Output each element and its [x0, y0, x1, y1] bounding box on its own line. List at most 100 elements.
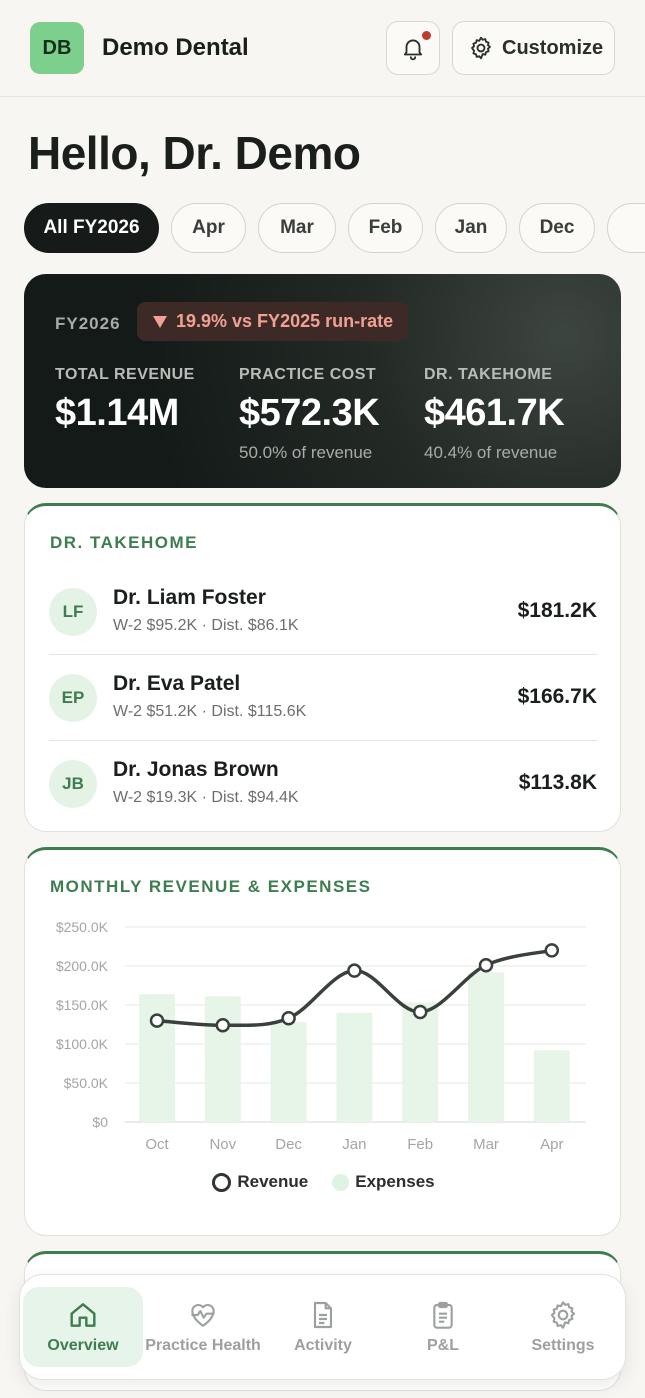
filter-chip-all-fy2026[interactable]: All FY2026 [24, 203, 159, 253]
revenue-point [281, 1011, 296, 1026]
avatar: JB [49, 760, 97, 808]
fiscal-year-label: FY2026 [55, 314, 121, 333]
nav-label: Settings [531, 1337, 595, 1354]
x-tick-label: Apr [540, 1136, 563, 1153]
card-title: MONTHLY REVENUE & EXPENSES [50, 877, 372, 896]
nav-item-overview[interactable]: Overview [23, 1287, 143, 1367]
x-tick-label: Feb [407, 1136, 433, 1153]
card-title: DR. TAKEHOME [50, 533, 199, 552]
expense-bar [533, 1050, 570, 1122]
page-title: Hello, Dr. Demo [28, 127, 361, 179]
doctor-row[interactable]: LF Dr. Liam Foster W-2 $95.2K · Dist. $8… [49, 569, 597, 655]
customize-button[interactable]: Customize [452, 21, 615, 75]
monthly-chart-card: MONTHLY REVENUE & EXPENSES $0 $50.0K $100.… [24, 847, 621, 1236]
doctor-row[interactable]: EP Dr. Eva Patel W-2 $51.2K · Dist. $115… [49, 655, 597, 741]
logo-initials: DB [42, 36, 72, 59]
revenue-point [478, 957, 494, 973]
period-filter-bar: All FY2026 Apr Mar Feb Jan Dec [24, 203, 645, 254]
doctor-row[interactable]: JB Dr. Jonas Brown W-2 $19.3K · Dist. $9… [49, 741, 597, 827]
legend-swatch-revenue [212, 1172, 232, 1192]
filter-chip-mar[interactable]: Mar [258, 203, 336, 253]
revenue-point [347, 963, 362, 978]
expense-bar [204, 996, 241, 1122]
metric-value: $461.7K [424, 392, 565, 434]
x-tick-label: Oct [145, 1136, 169, 1153]
legend-item-revenue[interactable]: Revenue [212, 1172, 308, 1192]
y-tick-label: $0 [92, 1114, 108, 1130]
expense-bar [402, 1002, 439, 1122]
expense-bar [139, 994, 175, 1122]
y-tick-label: $50.0K [64, 1075, 109, 1091]
doctor-takehome-amount: $166.7K [517, 685, 597, 708]
filter-chip-dec[interactable]: Dec [519, 203, 595, 253]
filter-chip-apr[interactable]: Apr [171, 203, 246, 253]
notifications-button[interactable] [386, 21, 440, 75]
triangle-down-icon [153, 315, 167, 328]
nav-label: P&L [427, 1337, 459, 1354]
doctor-name: Dr. Jonas Brown [113, 758, 279, 781]
avatar: LF [49, 588, 97, 636]
nav-item-practice-health[interactable]: Practice Health [143, 1287, 263, 1367]
metric-subtext: 40.4% of revenue [424, 443, 558, 462]
fy-summary-card: FY2026 19.9% vs FY2025 run-rate TOTAL RE… [24, 274, 621, 488]
filter-chip-jan[interactable]: Jan [435, 203, 507, 253]
y-tick-label: $200.0K [56, 958, 109, 974]
metric-label: PRACTICE COST [239, 366, 377, 383]
notification-dot [422, 31, 431, 40]
home-icon [70, 1303, 96, 1327]
heart-pulse-icon [191, 1303, 215, 1327]
metric-label: DR. TAKEHOME [424, 366, 553, 383]
chart-legend: Revenue Expenses [25, 1172, 622, 1192]
metric-value: $1.14M [55, 392, 179, 434]
nav-label: Practice Health [145, 1337, 261, 1354]
doctor-name: Dr. Eva Patel [113, 672, 241, 695]
legend-swatch-expenses [332, 1173, 350, 1191]
expense-bar [468, 972, 504, 1122]
expense-bar [336, 1012, 373, 1122]
yoy-delta-badge: 19.9% vs FY2025 run-rate [137, 302, 408, 341]
doctor-pay-breakdown: W-2 $95.2K · Dist. $86.1K [113, 617, 299, 634]
y-tick-label: $100.0K [56, 1036, 109, 1052]
y-tick-label: $150.0K [56, 997, 109, 1013]
app-header: DB Demo Dental Customize [0, 0, 645, 97]
revenue-point [215, 1018, 231, 1033]
filter-chip-feb[interactable]: Feb [348, 203, 423, 253]
nav-item-pl[interactable]: P&L [383, 1287, 503, 1367]
avatar: EP [49, 674, 97, 722]
practice-logo[interactable]: DB [30, 22, 84, 74]
metric-practice-cost: PRACTICE COST $572.3K 50.0% of revenue [239, 366, 380, 463]
nav-label: Activity [294, 1337, 352, 1354]
metric-subtext: 50.0% of revenue [239, 443, 373, 462]
doctor-takehome-amount: $181.2K [517, 599, 597, 622]
y-tick-label: $250.0K [56, 919, 109, 935]
legend-label: Revenue [237, 1172, 309, 1191]
doctor-pay-breakdown: W-2 $51.2K · Dist. $115.6K [113, 703, 307, 720]
customize-label: Customize [502, 36, 604, 59]
document-icon [313, 1301, 333, 1329]
metric-label: TOTAL REVENUE [55, 366, 195, 383]
x-tick-label: Nov [209, 1136, 236, 1153]
legend-label: Expenses [355, 1172, 435, 1191]
doctor-pay-breakdown: W-2 $19.3K · Dist. $94.4K [113, 789, 299, 806]
doctor-takehome-amount: $113.8K [518, 771, 597, 794]
metric-dr-takehome: DR. TAKEHOME $461.7K 40.4% of revenue [424, 366, 565, 463]
revenue-point [149, 1013, 165, 1028]
practice-name[interactable]: Demo Dental [102, 34, 249, 61]
x-tick-label: Mar [473, 1136, 499, 1153]
doctor-name: Dr. Liam Foster [113, 586, 266, 609]
filter-chip-more[interactable] [607, 203, 645, 253]
legend-item-expenses[interactable]: Expenses [332, 1172, 435, 1192]
metric-total-revenue: TOTAL REVENUE $1.14M [55, 366, 195, 435]
takehome-card: DR. TAKEHOME LF Dr. Liam Foster W-2 $95.… [24, 503, 621, 832]
revenue-point [412, 1004, 428, 1020]
revenue-point [544, 943, 560, 958]
nav-item-settings[interactable]: Settings [503, 1287, 623, 1367]
expense-bar [270, 1022, 307, 1122]
bell-icon [403, 39, 423, 61]
gear-icon [471, 36, 491, 60]
yoy-delta-text: 19.9% vs FY2025 run-rate [176, 311, 394, 331]
x-tick-label: Dec [275, 1136, 302, 1153]
bottom-nav: Overview Practice Health Activity P&L Se… [19, 1274, 626, 1380]
x-tick-label: Jan [342, 1136, 366, 1153]
nav-item-activity[interactable]: Activity [263, 1287, 383, 1367]
